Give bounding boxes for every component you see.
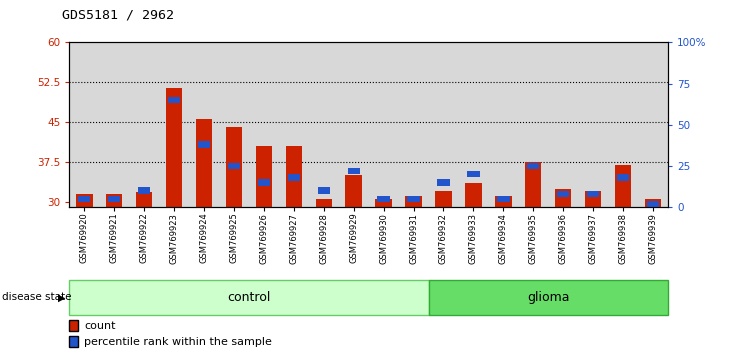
Bar — [608, 42, 638, 207]
Bar — [645, 199, 661, 207]
Bar — [578, 42, 608, 207]
Bar — [219, 42, 249, 207]
Bar — [166, 88, 182, 207]
Bar — [198, 141, 210, 148]
Bar — [587, 190, 599, 197]
Text: ▶: ▶ — [58, 292, 66, 302]
Text: control: control — [227, 291, 271, 304]
Bar — [435, 191, 452, 207]
Bar — [315, 199, 332, 207]
Bar — [228, 162, 240, 169]
Bar — [285, 146, 302, 207]
Bar — [437, 179, 450, 186]
Bar — [617, 174, 629, 181]
Text: glioma: glioma — [527, 291, 569, 304]
Bar — [467, 171, 480, 177]
Bar — [318, 187, 330, 194]
Bar — [226, 127, 242, 207]
Bar — [279, 42, 309, 207]
Bar — [99, 42, 129, 207]
Bar — [258, 179, 270, 186]
Text: disease state: disease state — [2, 292, 72, 302]
Bar — [495, 196, 512, 207]
Bar — [136, 192, 153, 207]
Bar — [375, 199, 392, 207]
Bar — [465, 183, 482, 207]
Bar — [615, 165, 631, 207]
Bar — [189, 42, 219, 207]
Bar — [108, 195, 120, 202]
Bar — [647, 200, 659, 207]
Bar — [339, 42, 369, 207]
Bar — [76, 194, 93, 207]
Text: count: count — [84, 321, 115, 331]
Bar — [497, 195, 510, 202]
Bar — [548, 42, 578, 207]
Bar — [255, 146, 272, 207]
Bar — [488, 42, 518, 207]
Bar — [168, 97, 180, 103]
Bar — [377, 195, 390, 202]
Bar — [196, 120, 212, 207]
Bar — [458, 42, 488, 207]
Bar — [249, 42, 279, 207]
Bar — [69, 42, 99, 207]
Bar — [78, 195, 91, 202]
Bar — [405, 196, 422, 207]
Bar — [288, 174, 300, 181]
Text: percentile rank within the sample: percentile rank within the sample — [84, 337, 272, 347]
Bar — [129, 42, 159, 207]
Bar — [407, 195, 420, 202]
Bar — [369, 42, 399, 207]
Bar — [399, 42, 429, 207]
Bar — [518, 42, 548, 207]
Bar — [525, 162, 542, 207]
Text: GDS5181 / 2962: GDS5181 / 2962 — [62, 8, 174, 21]
Bar — [638, 42, 668, 207]
Bar — [345, 175, 362, 207]
Bar — [527, 162, 539, 169]
Bar — [347, 167, 360, 174]
Bar — [106, 194, 123, 207]
Bar — [555, 188, 572, 207]
Bar — [138, 187, 150, 194]
Bar — [585, 191, 602, 207]
Bar — [429, 42, 458, 207]
Bar — [557, 190, 569, 197]
Bar — [159, 42, 189, 207]
Bar — [309, 42, 339, 207]
